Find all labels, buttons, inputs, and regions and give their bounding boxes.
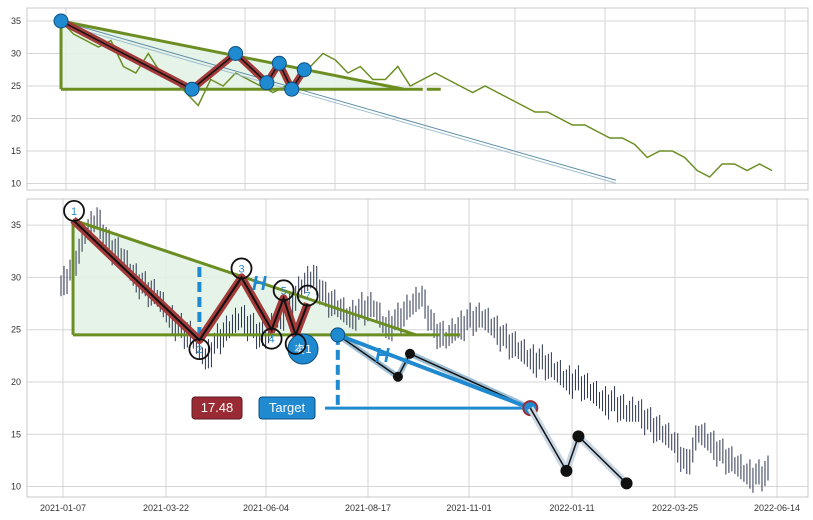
- pivot-circle-3: [230, 257, 253, 280]
- bottom-x-tick-7: 2022-06-14: [754, 503, 800, 513]
- drop-point-3: [620, 477, 633, 490]
- price-badge: 17.48: [191, 396, 243, 420]
- drop-point-2: [572, 430, 585, 443]
- after-point-2: [404, 348, 415, 359]
- top-y-ticks: 10 15 20 25 30 35: [11, 16, 21, 189]
- top-y-tick-2: 20: [11, 114, 21, 124]
- point-labels: 1 2 3 4 5 6 7: [63, 200, 319, 361]
- breakout-trend-line: [337, 333, 532, 410]
- pivot-label-5: 5: [281, 285, 287, 297]
- drop-path: [529, 407, 628, 484]
- bottom-x-tick-1: 2021-03-22: [143, 503, 189, 513]
- top-y-tick-0: 10: [11, 179, 21, 189]
- pivot-circle-6: [284, 333, 307, 355]
- bottom-y-tick-2: 20: [11, 377, 21, 387]
- top-pattern: [53, 13, 617, 184]
- top-projection-line: [60, 20, 617, 181]
- bottom-x-tick-3: 2021-08-17: [345, 503, 391, 513]
- target-badge: Target: [258, 396, 316, 420]
- drop-point-1: [560, 464, 573, 477]
- pivot-circle-1: [63, 200, 85, 222]
- top-pivot-1: [53, 13, 69, 29]
- pivot-label-4: 4: [269, 334, 275, 346]
- pivot-circle-2: [188, 338, 211, 361]
- pivot-circle-4: [260, 327, 283, 350]
- bottom-x-tick-2: 2021-06-04: [243, 503, 289, 513]
- bottom-x-ticks: 2021-01-07 2021-03-22 2021-06-04 2021-08-17…: [40, 503, 800, 513]
- pivot-label-7: 7: [305, 291, 311, 303]
- after-path: [337, 334, 531, 409]
- price-badge-box: [191, 396, 243, 420]
- top-y-tick-5: 35: [11, 16, 21, 26]
- h-label-1: H: [252, 273, 267, 295]
- target-badge-box: [258, 396, 316, 420]
- bottom-zigzag-core: [72, 219, 309, 342]
- top-pivot-5: [271, 55, 287, 71]
- top-pivot-7: [296, 62, 312, 78]
- bottom-x-tick-4: 2021-11-01: [446, 503, 491, 513]
- bottom-frame: [26, 198, 809, 498]
- pivot-label-1: 1: [71, 206, 77, 218]
- pivot-label-3: 3: [238, 263, 244, 275]
- bottom-x-tick-0: 2021-01-07: [40, 503, 86, 513]
- top-y-tick-1: 15: [11, 146, 21, 156]
- top-frame: [26, 7, 809, 191]
- top-pivot-4: [259, 75, 275, 91]
- bottom-pattern: [70, 217, 633, 490]
- top-y-tick-4: 30: [11, 49, 21, 59]
- h-label-2: H: [375, 345, 390, 367]
- bottom-y-tick-3: 25: [11, 325, 21, 335]
- bottom-y-tick-5: 35: [11, 220, 21, 230]
- after-point-1: [392, 371, 403, 382]
- pivot-label-2: 2: [196, 344, 202, 356]
- target-badge-text: Target: [269, 400, 306, 415]
- pivot-circle-7: [296, 284, 319, 307]
- top-projection-line-2: [60, 23, 617, 184]
- pivot-label-6: 6: [293, 339, 299, 351]
- top-pivot-2: [184, 81, 200, 97]
- bottom-x-tick-6: 2022-03-25: [652, 503, 698, 513]
- bottom-y-ticks: 10 15 20 25 30 35: [11, 220, 21, 491]
- bottom-y-tick-4: 30: [11, 272, 21, 282]
- breakout-point: [330, 327, 346, 343]
- top-pivot-6: [284, 81, 300, 97]
- bottom-y-tick-1: 15: [11, 429, 21, 439]
- top-y-tick-3: 25: [11, 81, 21, 91]
- pivot-circle-5: [272, 279, 295, 302]
- bottom-y-tick-0: 10: [11, 482, 21, 492]
- top-panel: 10 15 20 25 30 35: [11, 7, 809, 191]
- price-badge-text: 17.48: [201, 400, 234, 415]
- top-pivot-3: [228, 46, 244, 61]
- bottom-x-tick-5: 2022-01-11: [549, 503, 594, 513]
